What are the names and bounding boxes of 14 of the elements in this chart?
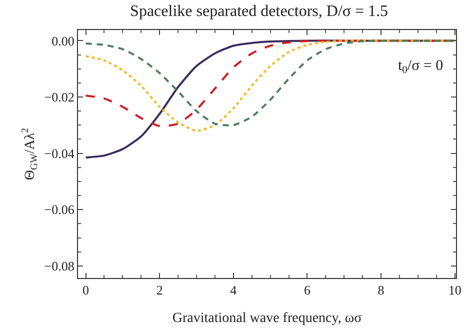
x-tick-label: 4 bbox=[230, 282, 238, 298]
y-tick-label: −0.08 bbox=[44, 258, 74, 274]
x-tick-label: 0 bbox=[82, 282, 89, 298]
y-tick-label: 0.00 bbox=[52, 33, 74, 48]
y-tick-label: −0.06 bbox=[44, 202, 75, 218]
x-tick-label: 2 bbox=[156, 282, 163, 298]
y-tick-label: −0.02 bbox=[44, 90, 74, 105]
x-tick-label: 8 bbox=[378, 282, 384, 298]
y-tick-label: −0.04 bbox=[44, 146, 75, 161]
x-axis-title: Gravitational wave frequency, ωσ bbox=[172, 310, 362, 326]
x-tick-label: 6 bbox=[304, 282, 311, 298]
x-tick-label: 10 bbox=[448, 282, 462, 298]
annotation: t$_{0}$/σ = 0 bbox=[398, 58, 444, 76]
chart-title: Spacelike separated detectors, D/σ = 1.5 bbox=[130, 3, 388, 20]
